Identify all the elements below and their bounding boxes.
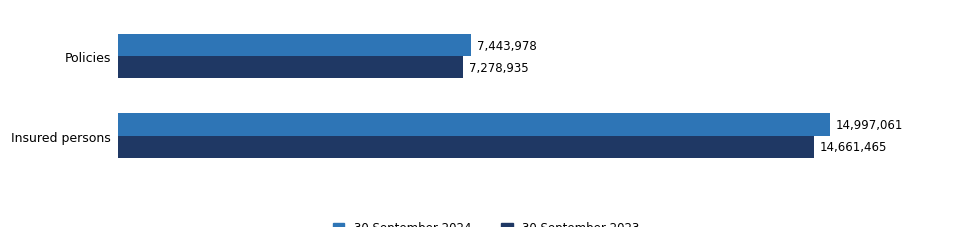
Bar xyxy=(118,35,471,57)
Text: 14,997,061: 14,997,061 xyxy=(836,118,904,131)
Bar xyxy=(118,57,464,79)
Legend: 30 September 2024, 30 September 2023: 30 September 2024, 30 September 2023 xyxy=(328,217,644,227)
Text: 7,278,935: 7,278,935 xyxy=(469,62,529,74)
Bar xyxy=(118,136,814,158)
Bar xyxy=(118,114,830,136)
Text: 14,661,465: 14,661,465 xyxy=(820,141,887,153)
Text: 7,443,978: 7,443,978 xyxy=(477,39,537,52)
